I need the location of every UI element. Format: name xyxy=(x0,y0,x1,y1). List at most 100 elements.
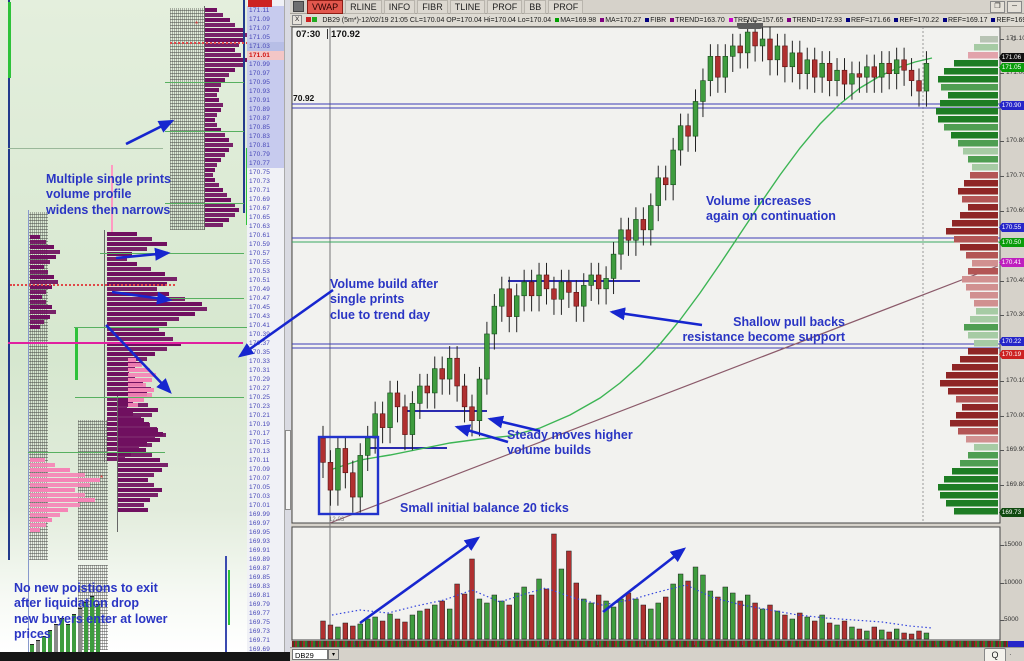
close-indicator-button[interactable]: X xyxy=(292,15,303,25)
candle-body xyxy=(558,281,565,300)
ladder-price: 169.93 xyxy=(249,538,271,545)
indicator-ma: MA=170.27 xyxy=(600,17,641,24)
mini-histogram-bar xyxy=(96,604,100,653)
session-volume-profile-row xyxy=(944,68,998,75)
profile-bar xyxy=(205,53,241,57)
volume-bar xyxy=(357,623,363,640)
volume-bar xyxy=(320,620,326,640)
window-tab-notch[interactable] xyxy=(737,23,763,29)
profile-bar xyxy=(128,403,138,407)
volume-bar xyxy=(521,586,527,640)
tab-prof[interactable]: PROF xyxy=(548,0,584,14)
profile-bar xyxy=(30,270,48,274)
minimize-window-button[interactable]: ─ xyxy=(1007,0,1022,13)
volume-bar xyxy=(655,602,661,640)
session-volume-profile-row xyxy=(952,468,998,475)
session-volume-profile-row xyxy=(958,428,998,435)
volume-bar xyxy=(499,600,505,640)
symbol-selector[interactable]: DB29 xyxy=(292,649,328,660)
tab-rline[interactable]: RLINE xyxy=(345,0,382,14)
tab-bb[interactable]: BB xyxy=(524,0,547,14)
ladder-price: 170.05 xyxy=(249,484,271,491)
time-axis-tick xyxy=(548,641,549,645)
price-badge: 170.50 xyxy=(999,238,1024,247)
session-volume-profile-row xyxy=(954,508,998,515)
indicator-swatch xyxy=(645,18,650,22)
mini-histogram-bar xyxy=(78,608,82,653)
panel-vline xyxy=(225,556,227,652)
candle-body xyxy=(432,368,438,394)
legend-square xyxy=(312,16,318,22)
candle-body xyxy=(826,62,833,81)
volume-axis-tick xyxy=(1000,620,1004,621)
session-volume-profile-row xyxy=(968,156,998,163)
ladder-price: 170.01 xyxy=(249,502,271,509)
candle-body xyxy=(417,385,423,404)
volume-bar xyxy=(372,616,378,640)
profile-bar xyxy=(30,518,52,522)
profile-bar xyxy=(205,123,217,127)
session-volume-profile-row xyxy=(968,268,998,275)
volume-bar xyxy=(514,592,520,640)
indicator-swatch xyxy=(845,18,850,22)
price-axis-tick xyxy=(1000,176,1004,177)
volume-bar xyxy=(886,631,892,640)
annotation-volume-increases: Volume increases again on continuation xyxy=(706,194,836,224)
tab-fibr[interactable]: FIBR xyxy=(417,0,448,14)
tab-vwap[interactable]: VWAP xyxy=(307,0,344,14)
annotation-shallow-pullbacks: Shallow pull backs resistance become sup… xyxy=(682,315,845,345)
profile-bar xyxy=(118,468,162,472)
trend-line xyxy=(329,265,999,524)
tab-prof[interactable]: PROF xyxy=(487,0,523,14)
session-volume-profile-row xyxy=(940,380,998,387)
profile-bar xyxy=(118,428,158,432)
profile-bar xyxy=(30,483,90,487)
chart-preview-strip[interactable] xyxy=(292,641,1008,647)
profile-bar xyxy=(205,118,215,122)
candle-body xyxy=(528,281,535,297)
bottom-axis-bar: DB29 ▾ Q · xyxy=(290,647,1024,661)
indicator-label: MA=169.98 xyxy=(560,16,597,24)
profile-bar xyxy=(30,280,58,284)
session-volume-profile-row xyxy=(972,164,998,171)
price-axis-tick xyxy=(1000,73,1004,74)
ladder-price: 169.71 xyxy=(249,637,271,644)
ladder-scrollbar-thumb[interactable] xyxy=(285,430,291,510)
indicator-swatch xyxy=(728,18,733,22)
tab-info[interactable]: INFO xyxy=(383,0,416,14)
session-volume-profile-row xyxy=(960,212,998,219)
session-volume-profile-row xyxy=(960,356,998,363)
candle-body xyxy=(811,59,818,78)
price-pane[interactable] xyxy=(291,26,1001,524)
profile-bar xyxy=(107,262,137,266)
crosshair-time: 07:30 xyxy=(296,29,321,40)
zoom-button[interactable]: Q xyxy=(984,648,1006,661)
profile-bar xyxy=(205,173,213,177)
volume-bar xyxy=(640,604,647,640)
profile-bar xyxy=(30,300,46,304)
candle-body xyxy=(409,403,416,435)
volume-bar xyxy=(588,602,594,640)
volume-bar xyxy=(879,629,885,640)
time-axis-tick xyxy=(936,641,937,645)
profile-bar xyxy=(30,463,55,467)
indicator-label: REF=170.22 xyxy=(899,16,939,24)
session-volume-profile-row xyxy=(962,276,998,283)
profile-bar xyxy=(205,88,219,92)
profile-bar xyxy=(118,438,160,442)
profile-bar xyxy=(205,18,230,22)
legend-squares xyxy=(306,16,318,24)
candle-body xyxy=(886,62,892,75)
profile-bar xyxy=(205,73,229,77)
indicator-label: FIBR xyxy=(650,16,667,24)
panel-hline xyxy=(28,452,165,453)
session-volume-profile-row xyxy=(968,332,998,339)
restore-window-button[interactable]: ❐ xyxy=(990,0,1005,13)
symbol-dropdown-arrow[interactable]: ▾ xyxy=(328,649,339,660)
tab-tline[interactable]: TLINE xyxy=(449,0,486,14)
profile-bar xyxy=(205,158,221,162)
resize-dot[interactable]: · xyxy=(1009,650,1012,659)
profile-bar xyxy=(205,103,223,107)
session-volume-profile-row xyxy=(968,204,998,211)
